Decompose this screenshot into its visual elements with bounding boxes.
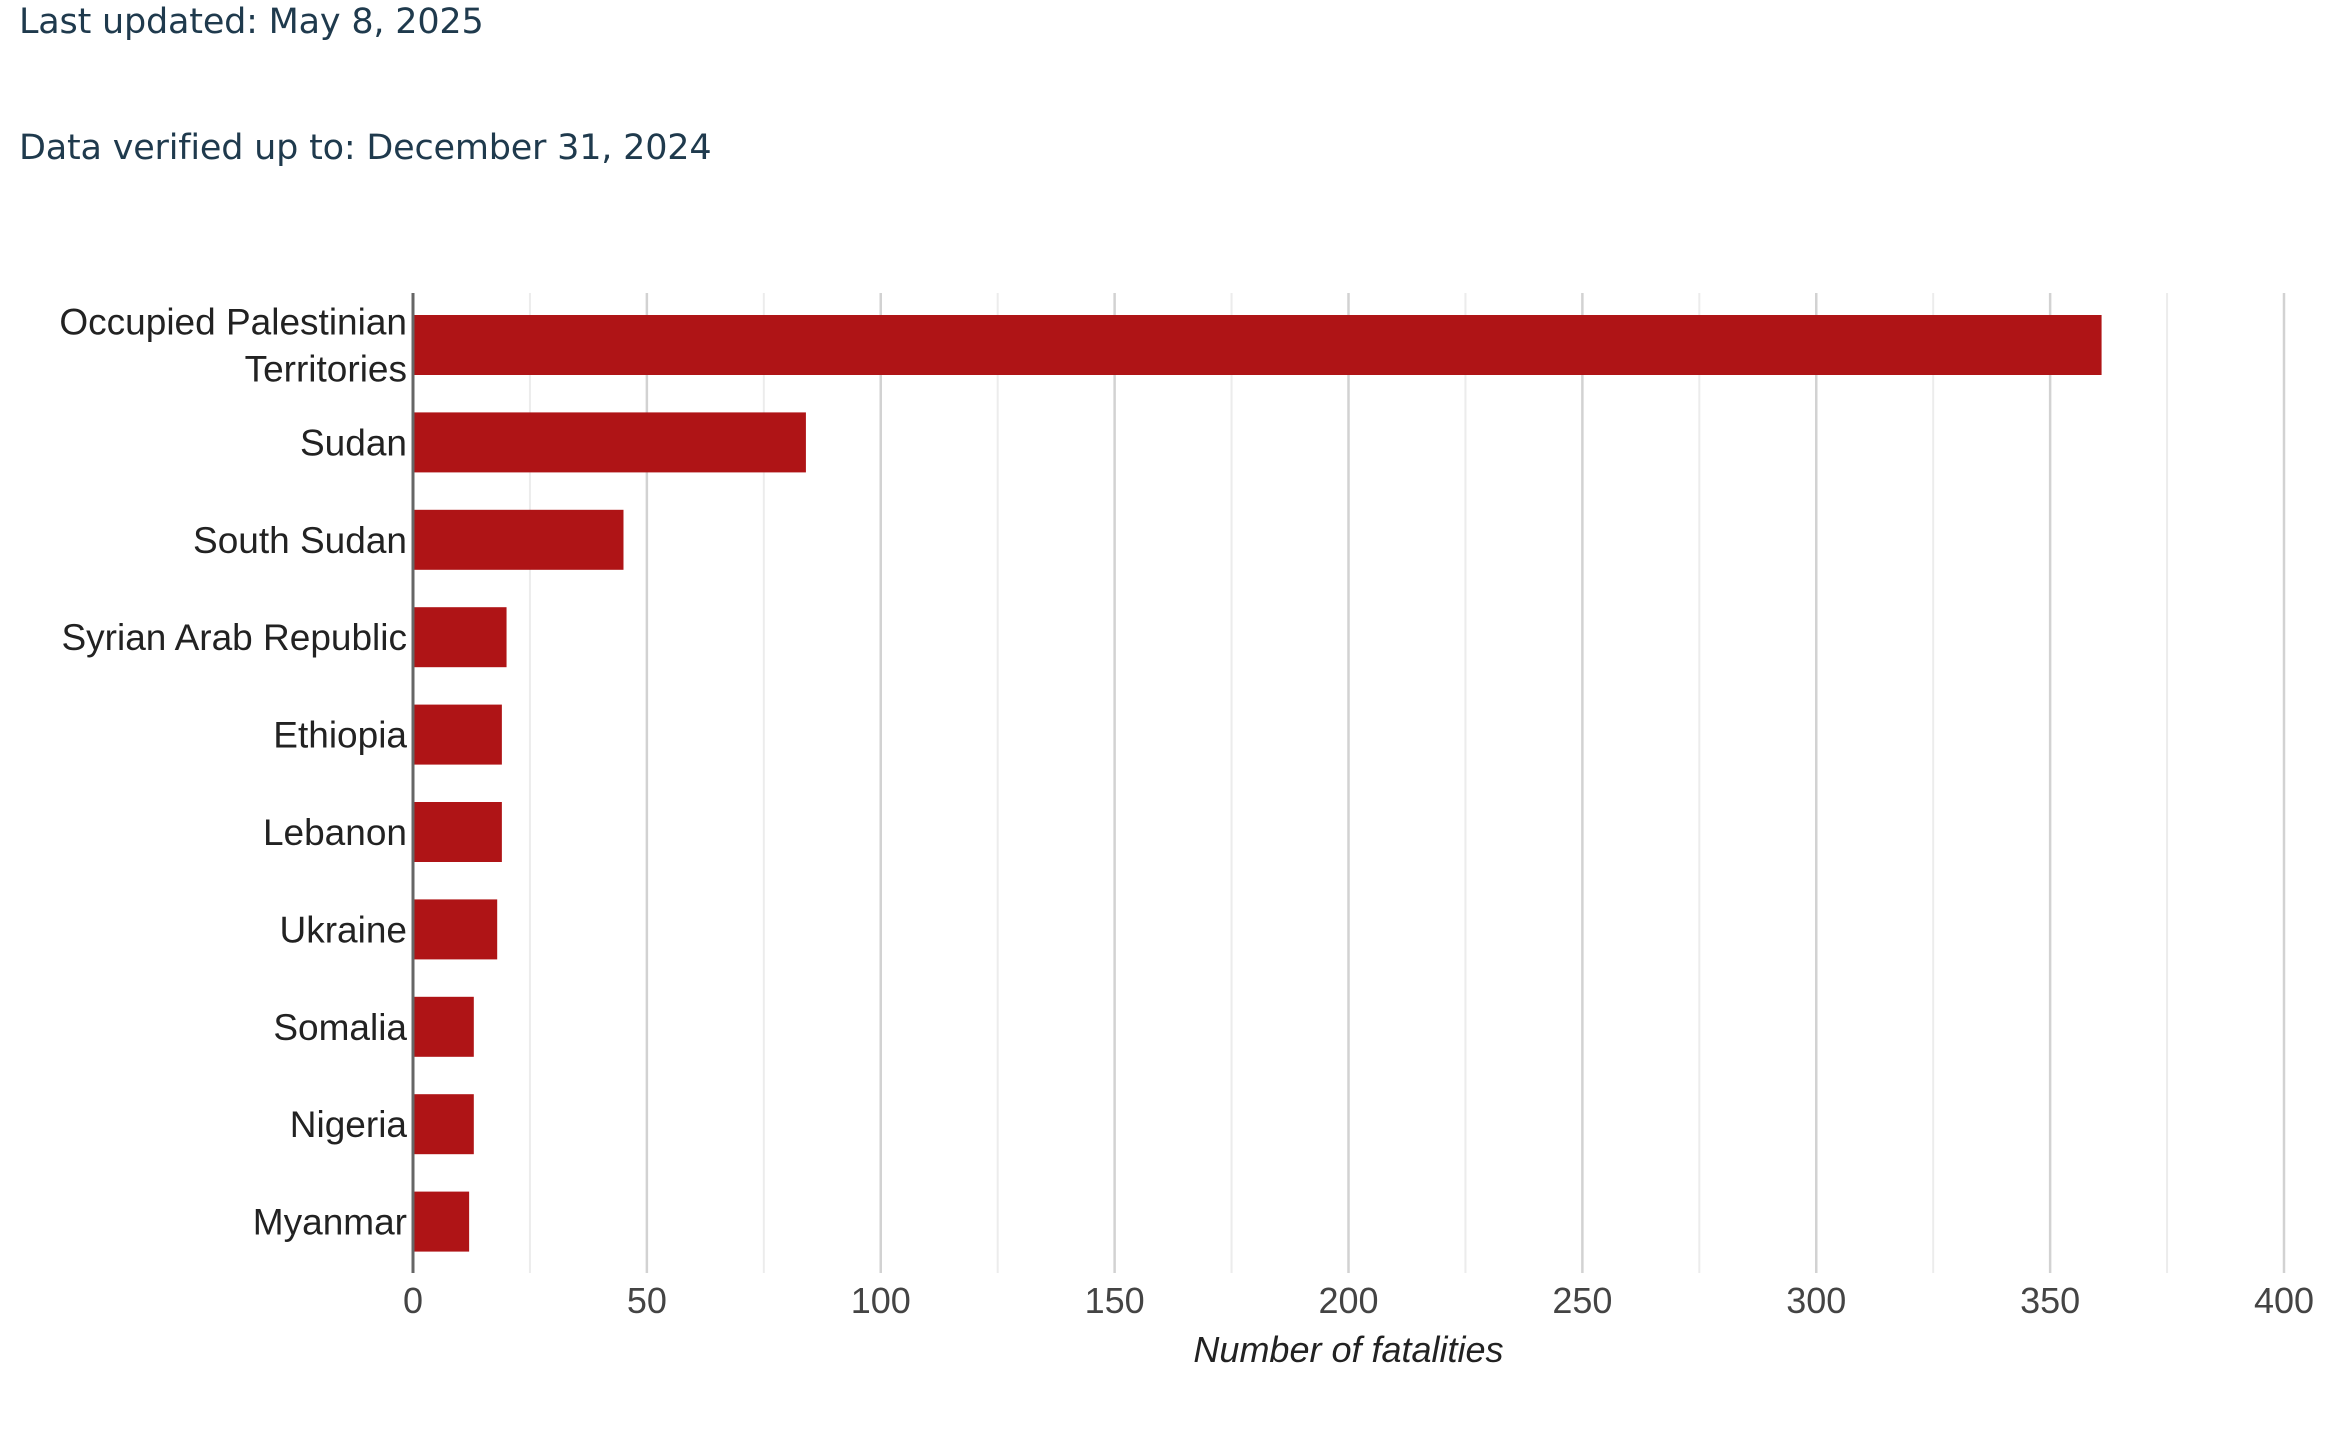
category-label: South Sudan [193, 520, 407, 561]
gridlines [528, 293, 2286, 1273]
category-label-line: Nigeria [290, 1104, 408, 1145]
category-label: Syrian Arab Republic [61, 617, 407, 658]
bar [413, 412, 806, 473]
bar [413, 802, 502, 862]
bar [413, 1094, 474, 1155]
category-label-line: Somalia [273, 1007, 407, 1048]
category-label-line: South Sudan [193, 520, 407, 561]
bar [413, 607, 507, 668]
x-tick-labels: 0 50 100 150 200 250 300 350 400 [403, 1280, 2314, 1321]
category-label-line: Myanmar [253, 1202, 407, 1243]
x-axis-title: Number of fatalities [1193, 1329, 1503, 1370]
bar [413, 509, 624, 570]
x-tick-label: 150 [1085, 1280, 1145, 1321]
bar [413, 899, 498, 960]
category-label: Occupied Palestinian Territories [59, 302, 407, 390]
category-label-line: Occupied Palestinian [59, 302, 407, 343]
category-label: Ukraine [280, 909, 408, 950]
category-label-line: Syrian Arab Republic [61, 617, 407, 658]
category-label: Nigeria [290, 1104, 408, 1145]
x-tick-label: 0 [403, 1280, 423, 1321]
x-tick-label: 400 [2254, 1280, 2314, 1321]
x-tick-label: 50 [627, 1280, 667, 1321]
bar [413, 315, 2102, 375]
category-label: Ethiopia [273, 715, 407, 756]
last-updated-text: Last updated: May 8, 2025 [19, 2, 484, 42]
bar [413, 1191, 470, 1252]
x-tick-label: 200 [1318, 1280, 1378, 1321]
x-tick-label: 250 [1552, 1280, 1612, 1321]
category-label: Somalia [273, 1007, 407, 1048]
x-tick-label: 350 [2020, 1280, 2080, 1321]
category-label-line: Ukraine [280, 909, 408, 950]
x-tick-label: 100 [851, 1280, 911, 1321]
category-labels: Occupied Palestinian Territories Sudan Sout… [59, 302, 407, 1243]
category-label: Myanmar [253, 1202, 407, 1243]
bar [413, 996, 474, 1057]
category-label-line: Territories [245, 349, 407, 390]
category-label: Sudan [300, 422, 407, 463]
x-tick-label: 300 [1786, 1280, 1846, 1321]
category-label: Lebanon [263, 812, 407, 853]
category-label-line: Sudan [300, 422, 407, 463]
data-verified-text: Data verified up to: December 31, 2024 [19, 128, 712, 168]
category-label-line: Ethiopia [273, 715, 407, 756]
bars [413, 315, 2102, 1252]
category-label-line: Lebanon [263, 812, 407, 853]
bar [413, 704, 502, 765]
